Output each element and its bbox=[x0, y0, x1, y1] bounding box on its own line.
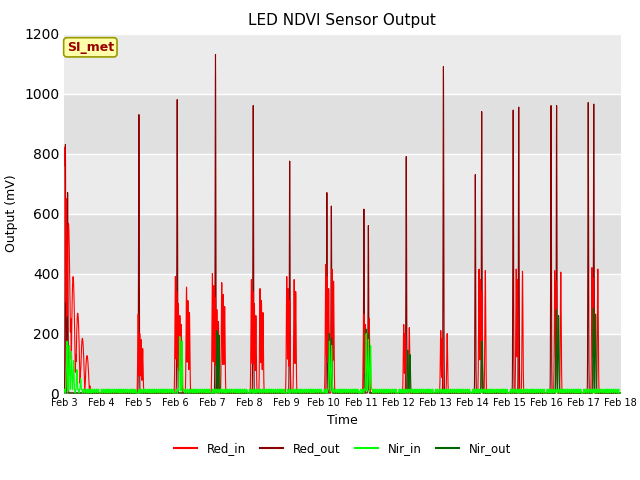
Text: SI_met: SI_met bbox=[67, 41, 114, 54]
Bar bbox=[64, 214, 621, 274]
Bar bbox=[64, 274, 621, 334]
Title: LED NDVI Sensor Output: LED NDVI Sensor Output bbox=[248, 13, 436, 28]
Bar bbox=[64, 94, 621, 154]
Bar bbox=[64, 34, 621, 94]
Bar bbox=[64, 334, 621, 394]
Legend: Red_in, Red_out, Nir_in, Nir_out: Red_in, Red_out, Nir_in, Nir_out bbox=[169, 437, 516, 460]
Y-axis label: Output (mV): Output (mV) bbox=[6, 175, 19, 252]
Bar bbox=[64, 154, 621, 214]
X-axis label: Time: Time bbox=[327, 414, 358, 427]
